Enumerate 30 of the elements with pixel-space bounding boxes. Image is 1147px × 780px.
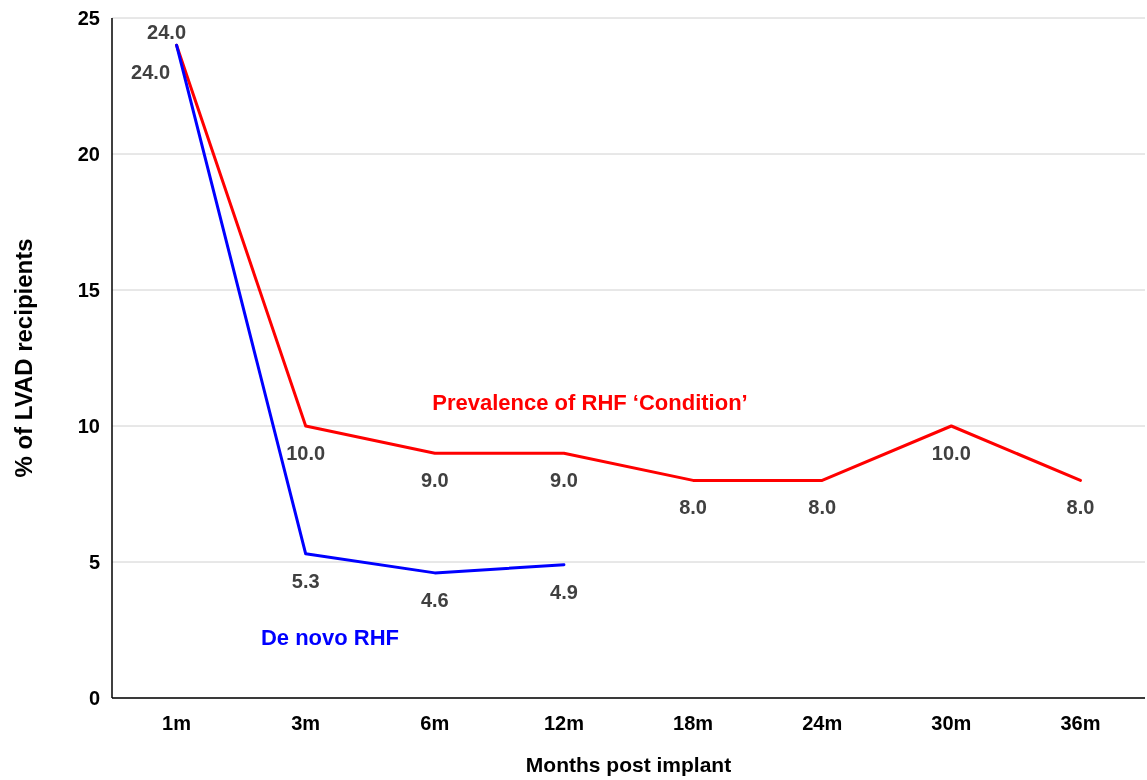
- y-tick-label: 15: [77, 279, 100, 301]
- y-tick-label: 0: [88, 687, 100, 709]
- data-label: 9.0: [420, 469, 449, 492]
- data-label: 8.0: [679, 496, 707, 519]
- x-tick-label: 36m: [1060, 712, 1101, 734]
- data-label: 4.9: [550, 580, 578, 603]
- x-tick-label: 6m: [420, 712, 450, 734]
- x-axis-title: Months post implant: [525, 753, 732, 776]
- data-label: 10.0: [931, 442, 971, 464]
- y-tick-label: 25: [77, 7, 100, 29]
- data-label: 24.0: [131, 61, 171, 84]
- x-tick-label: 3m: [291, 712, 321, 734]
- y-axis-title: % of LVAD recipients: [10, 238, 37, 478]
- x-tick-label: 1m: [162, 712, 192, 734]
- y-tick-label: 20: [77, 143, 100, 165]
- x-tick-label: 18m: [673, 712, 714, 734]
- data-label: 24.0: [147, 21, 187, 44]
- text: De novo RHF: [260, 625, 400, 650]
- x-tick-label: 12m: [543, 712, 584, 734]
- data-label: 5.3: [291, 569, 320, 592]
- data-label: 10.0: [286, 442, 326, 464]
- series-label: Prevalence of RHF ‘Condition’: [432, 390, 748, 415]
- x-tick-label: 24m: [802, 712, 843, 734]
- data-label: 4.6: [420, 588, 449, 611]
- data-label: 9.0: [550, 469, 578, 492]
- y-tick-label: 10: [77, 415, 100, 437]
- x-tick-label: 30m: [931, 712, 972, 734]
- data-label: 8.0: [1066, 496, 1095, 519]
- data-label: 8.0: [808, 496, 837, 519]
- y-tick-label: 5: [88, 551, 100, 573]
